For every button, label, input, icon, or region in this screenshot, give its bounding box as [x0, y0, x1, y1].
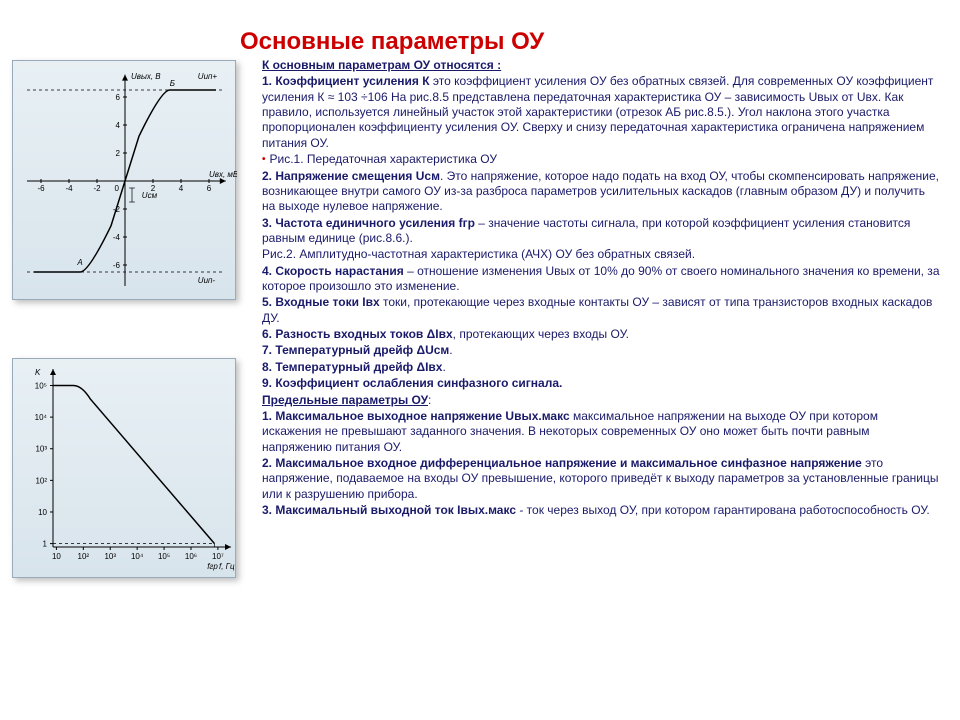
- svg-text:-4: -4: [113, 233, 121, 242]
- svg-text:fгр: fгр: [207, 562, 218, 571]
- limit-3: 3. Максимальный выходной ток Iвых.макс -…: [262, 503, 940, 518]
- svg-text:А: А: [76, 258, 82, 267]
- svg-text:10⁶: 10⁶: [185, 552, 197, 561]
- svg-text:Б: Б: [170, 79, 175, 88]
- svg-text:10⁴: 10⁴: [35, 413, 48, 422]
- param-8: 8. Температурный дрейф ΔIвх.: [262, 360, 940, 375]
- svg-text:-6: -6: [113, 261, 121, 270]
- body-text: К основным параметрам ОУ относятся : 1. …: [262, 58, 940, 519]
- fig2-caption: Рис.2. Амплитудно-частотная характеристи…: [262, 247, 940, 262]
- svg-text:6: 6: [116, 93, 121, 102]
- svg-text:10²: 10²: [78, 552, 90, 561]
- limits-heading: Предельные параметры ОУ: [262, 393, 428, 407]
- param-5: 5. Входные токи Iвх токи, протекающие че…: [262, 295, 940, 326]
- svg-text:-6: -6: [37, 184, 45, 193]
- svg-text:2: 2: [116, 149, 121, 158]
- svg-text:10: 10: [38, 508, 47, 517]
- svg-text:Uвх, мВ: Uвх, мВ: [209, 170, 237, 179]
- svg-text:0: 0: [115, 184, 120, 193]
- svg-text:10⁴: 10⁴: [131, 552, 144, 561]
- svg-text:10: 10: [52, 552, 61, 561]
- svg-text:Uип-: Uип-: [198, 276, 216, 285]
- svg-text:10³: 10³: [104, 552, 116, 561]
- svg-text:6: 6: [207, 184, 212, 193]
- svg-text:Uсм: Uсм: [142, 191, 158, 200]
- limit-1: 1. Максимальное выходное напряжение Uвых…: [262, 409, 940, 455]
- svg-text:10³: 10³: [35, 445, 47, 454]
- svg-text:10⁵: 10⁵: [35, 382, 47, 391]
- param-9: 9. Коэффициент ослабления синфазного сиг…: [262, 376, 940, 391]
- param-2: 2. Напряжение смещения Uсм. Это напряжен…: [262, 169, 940, 215]
- figure-frequency-response: 10 10² 10³ 10⁴ 10⁵ 10⁶ 10⁷ 1 10 10² 10³ 10⁴ 10⁵ f, Гц…: [12, 358, 236, 578]
- svg-text:4: 4: [116, 121, 121, 130]
- svg-text:1: 1: [43, 540, 48, 549]
- svg-text:4: 4: [179, 184, 184, 193]
- param-7: 7. Температурный дрейф ΔUсм.: [262, 343, 940, 358]
- intro-heading: К основным параметрам ОУ относятся :: [262, 58, 501, 72]
- page-title: Основные параметры ОУ: [240, 28, 544, 56]
- param-6: 6. Разность входных токов ΔIвх, протекаю…: [262, 327, 940, 342]
- svg-text:f, Гц: f, Гц: [219, 562, 235, 571]
- svg-text:Uип+: Uип+: [198, 72, 218, 81]
- svg-text:10⁵: 10⁵: [158, 552, 170, 561]
- param-3: 3. Частота единичного усиления fгр – зна…: [262, 216, 940, 247]
- fig1-caption: Рис.1. Передаточная характеристика ОУ: [262, 152, 940, 167]
- param-4: 4. Скорость нарастания – отношение измен…: [262, 264, 940, 295]
- svg-text:-4: -4: [65, 184, 73, 193]
- limit-2: 2. Максимальное входное дифференциальное…: [262, 456, 940, 502]
- figure-transfer-characteristic: -6-4-2246-6-4-2246АБUип+Uип-UсмUвх, мВUв…: [12, 60, 236, 300]
- svg-text:10²: 10²: [35, 476, 47, 485]
- param-1: 1. Коэффициент усиления К это коэффициен…: [262, 74, 940, 151]
- svg-text:K: K: [35, 368, 41, 377]
- svg-text:10⁷: 10⁷: [212, 552, 224, 561]
- svg-text:Uвых, В: Uвых, В: [131, 72, 161, 81]
- svg-text:-2: -2: [93, 184, 101, 193]
